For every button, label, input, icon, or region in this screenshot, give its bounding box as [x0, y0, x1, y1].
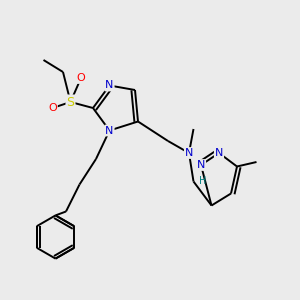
Text: O: O — [76, 73, 85, 83]
Text: N: N — [105, 80, 114, 91]
Text: H: H — [199, 176, 206, 187]
Text: N: N — [197, 160, 205, 170]
Text: S: S — [67, 95, 74, 109]
Text: N: N — [105, 125, 114, 136]
Text: N: N — [215, 148, 223, 158]
Text: N: N — [185, 148, 193, 158]
Text: O: O — [48, 103, 57, 113]
